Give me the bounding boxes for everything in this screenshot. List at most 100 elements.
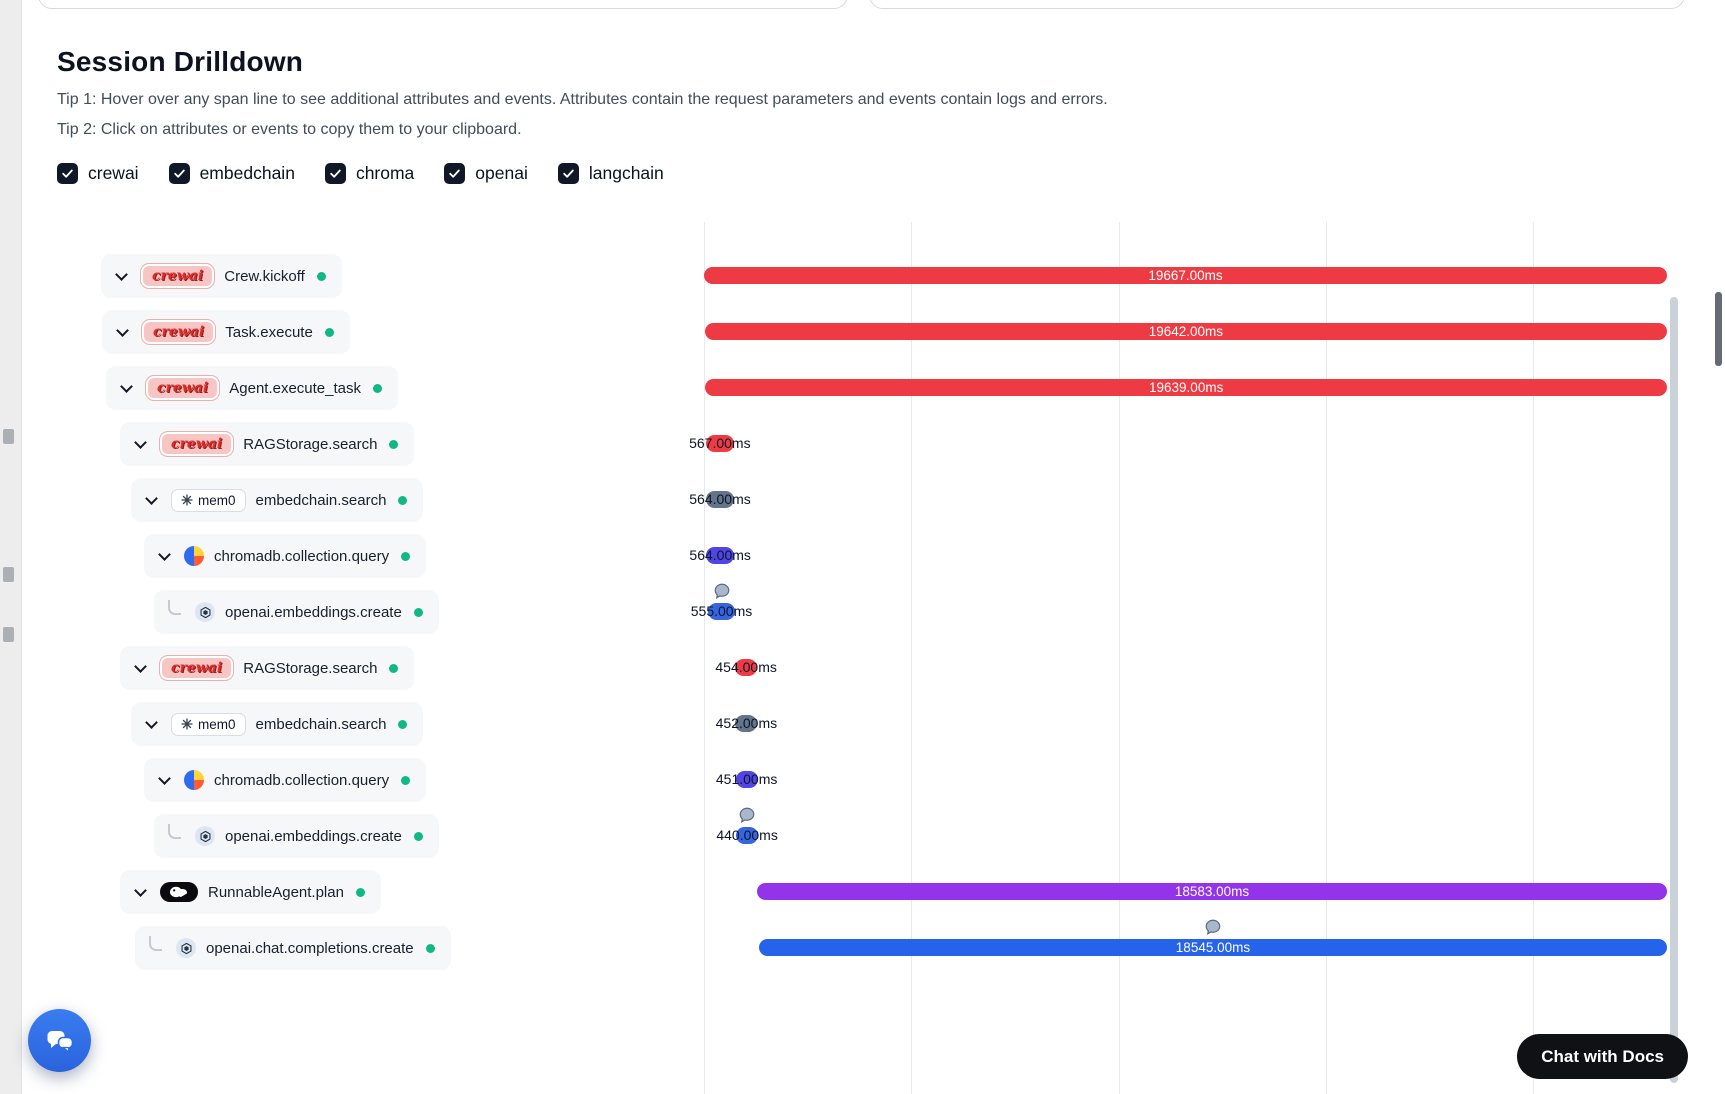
expand-chevron-icon[interactable] bbox=[145, 491, 158, 505]
child-connector-icon bbox=[149, 935, 162, 951]
page-title: Session Drilldown bbox=[57, 46, 304, 77]
span-row: crewai RAGStorage.search 567.00ms bbox=[22, 416, 1725, 472]
expand-chevron-icon[interactable] bbox=[134, 435, 147, 449]
expand-chevron-icon[interactable] bbox=[120, 379, 133, 393]
gridline bbox=[704, 222, 705, 1094]
filter-label: langchain bbox=[588, 163, 664, 183]
span-label-pill[interactable]: openai.chat.completions.create bbox=[135, 926, 451, 970]
filter-label: crewai bbox=[88, 163, 139, 183]
span-name: openai.chat.completions.create bbox=[206, 939, 414, 957]
openai-logo bbox=[176, 938, 196, 958]
waterfall-scrollbar[interactable] bbox=[1670, 297, 1678, 1083]
event-bubble-icon[interactable] bbox=[738, 806, 756, 824]
page-left-gutter bbox=[0, 0, 22, 1094]
event-bubble-icon[interactable] bbox=[1204, 918, 1222, 936]
span-label-pill[interactable]: mem0 embedchain.search bbox=[131, 478, 424, 522]
span-duration-bar[interactable]: 18583.00ms bbox=[757, 883, 1667, 900]
span-name: openai.embeddings.create bbox=[225, 603, 402, 621]
status-dot-icon bbox=[389, 663, 399, 673]
span-duration-bar[interactable] bbox=[736, 827, 758, 844]
span-duration-bar[interactable] bbox=[706, 547, 734, 564]
span-duration-bar[interactable] bbox=[734, 659, 758, 676]
gridline bbox=[1119, 222, 1120, 1094]
span-label-pill[interactable]: crewai Task.execute bbox=[102, 310, 350, 354]
span-label-pill[interactable]: chromadb.collection.query bbox=[144, 534, 427, 578]
crewai-logo: crewai bbox=[160, 656, 234, 680]
chroma-logo bbox=[184, 770, 204, 790]
checkbox-openai[interactable] bbox=[444, 163, 466, 184]
span-duration-bar[interactable]: 19642.00ms bbox=[704, 323, 1667, 340]
span-duration-bar[interactable] bbox=[707, 603, 736, 620]
filter-embedchain[interactable]: embedchain bbox=[168, 163, 295, 184]
expand-chevron-icon[interactable] bbox=[145, 715, 158, 729]
filter-chroma[interactable]: chroma bbox=[324, 163, 415, 184]
span-row: crewai Task.execute 19642.00ms bbox=[22, 304, 1725, 360]
expand-chevron-icon[interactable] bbox=[158, 547, 171, 561]
expand-chevron-icon[interactable] bbox=[116, 323, 129, 337]
span-duration-bar[interactable]: 19667.00ms bbox=[704, 267, 1667, 284]
span-label-pill[interactable]: RunnableAgent.plan bbox=[120, 870, 381, 914]
duration-label: 18545.00ms bbox=[1175, 940, 1251, 955]
crewai-logo: crewai bbox=[141, 264, 215, 288]
span-name: chromadb.collection.query bbox=[214, 771, 390, 789]
status-dot-icon bbox=[413, 607, 423, 617]
gutter-fragment bbox=[3, 567, 14, 582]
span-row: crewai Crew.kickoff 19667.00ms bbox=[22, 248, 1725, 304]
span-label-pill[interactable]: openai.embeddings.create bbox=[154, 590, 439, 634]
crewai-logo: crewai bbox=[160, 432, 234, 456]
span-row: chromadb.collection.query 564.00ms bbox=[22, 528, 1725, 584]
duration-label: 555.00ms bbox=[690, 603, 753, 619]
crewai-logo: crewai bbox=[146, 376, 220, 400]
span-name: Agent.execute_task bbox=[229, 379, 362, 397]
span-duration-bar[interactable] bbox=[735, 715, 758, 732]
filter-label: embedchain bbox=[199, 163, 295, 183]
span-duration-bar[interactable] bbox=[705, 435, 734, 452]
tip-1-text: Tip 1: Hover over any span line to see a… bbox=[57, 91, 1108, 108]
openai-logo bbox=[195, 826, 215, 846]
span-label-pill[interactable]: mem0 embedchain.search bbox=[131, 702, 424, 746]
span-label-pill[interactable]: crewai RAGStorage.search bbox=[120, 422, 415, 466]
event-bubble-icon[interactable] bbox=[713, 582, 731, 600]
gutter-fragment bbox=[3, 429, 14, 444]
span-label-pill[interactable]: crewai RAGStorage.search bbox=[120, 646, 415, 690]
status-dot-icon bbox=[373, 383, 383, 393]
checkbox-crewai[interactable] bbox=[57, 163, 78, 184]
duration-label: 452.00ms bbox=[715, 715, 778, 731]
span-row: crewai Agent.execute_task 19639.00ms bbox=[22, 360, 1725, 416]
filter-openai[interactable]: openai bbox=[444, 163, 528, 184]
expand-chevron-icon[interactable] bbox=[115, 267, 128, 281]
mem0-logo: mem0 bbox=[171, 712, 246, 736]
expand-chevron-icon[interactable] bbox=[134, 883, 147, 897]
filter-label: chroma bbox=[355, 163, 415, 183]
span-label-pill[interactable]: crewai Agent.execute_task bbox=[106, 366, 399, 410]
span-label-pill[interactable]: chromadb.collection.query bbox=[144, 758, 427, 802]
span-name: chromadb.collection.query bbox=[214, 547, 390, 565]
span-name: embedchain.search bbox=[255, 715, 387, 733]
span-duration-bar[interactable]: 18545.00ms bbox=[758, 939, 1667, 956]
checkmark-icon bbox=[562, 167, 575, 180]
chat-widget-button[interactable] bbox=[28, 1009, 91, 1072]
span-label-pill[interactable]: openai.embeddings.create bbox=[154, 814, 439, 858]
span-label-pill[interactable]: crewai Crew.kickoff bbox=[101, 254, 342, 298]
page-scrollbar[interactable] bbox=[1715, 292, 1722, 366]
checkbox-langchain[interactable] bbox=[557, 163, 579, 184]
span-row: chromadb.collection.query 451.00ms bbox=[22, 752, 1725, 808]
framework-filters: crewai embedchain chroma openai langchain bbox=[57, 163, 664, 184]
span-name: openai.embeddings.create bbox=[225, 827, 402, 845]
duration-label: 564.00ms bbox=[689, 547, 751, 563]
filter-crewai[interactable]: crewai bbox=[57, 163, 139, 184]
span-duration-bar[interactable] bbox=[706, 491, 734, 508]
filter-langchain[interactable]: langchain bbox=[557, 163, 664, 184]
checkbox-chroma[interactable] bbox=[324, 163, 346, 184]
expand-chevron-icon[interactable] bbox=[158, 771, 171, 785]
expand-chevron-icon[interactable] bbox=[134, 659, 147, 673]
span-duration-bar[interactable]: 19639.00ms bbox=[705, 379, 1667, 396]
checkmark-icon bbox=[329, 167, 342, 180]
span-name: RAGStorage.search bbox=[243, 435, 378, 453]
chat-with-docs-button[interactable]: Chat with Docs bbox=[1517, 1034, 1688, 1079]
span-row: openai.embeddings.create 555.00ms bbox=[22, 582, 1725, 640]
status-dot-icon bbox=[355, 887, 365, 897]
checkbox-embedchain[interactable] bbox=[168, 163, 190, 184]
span-duration-bar[interactable] bbox=[735, 771, 758, 788]
status-dot-icon bbox=[425, 943, 435, 953]
